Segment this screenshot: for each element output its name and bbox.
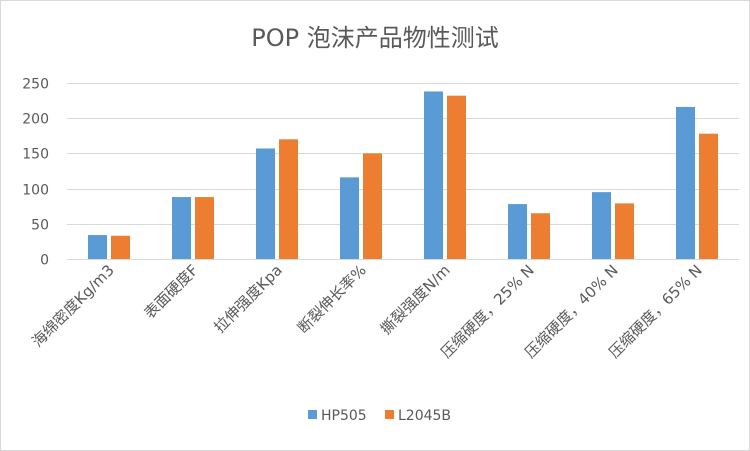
x-category-label: 断裂伸长率%	[294, 261, 370, 337]
legend-label: L2045B	[398, 408, 451, 424]
y-tick-label: 200	[22, 112, 49, 128]
bar-HP505-7	[676, 106, 695, 259]
bar-L2045B-2	[279, 139, 298, 259]
y-tick-label: 250	[22, 77, 49, 93]
bar-HP505-3	[340, 177, 359, 259]
bar-L2045B-0	[111, 235, 130, 259]
legend: HP505 L2045B	[308, 408, 451, 424]
bar-HP505-6	[592, 192, 611, 259]
bar-HP505-0	[88, 235, 107, 259]
y-axis-ticks: 0 50 100 150 200 250	[22, 77, 49, 269]
x-category-label: 海绵密度Kg/m3	[28, 261, 118, 351]
x-axis-labels: 海绵密度Kg/m3 表面硬度F 拉伸强度Kpa 断裂伸长率% 撕裂强度N/m压缩硬度，2…	[28, 261, 706, 362]
bars	[88, 91, 718, 259]
bar-L2045B-5	[531, 213, 550, 259]
legend-swatch	[385, 410, 394, 419]
bar-HP505-2	[256, 148, 275, 259]
x-category-label: 撕裂强度N/m	[377, 261, 454, 338]
x-category-label: 表面硬度F	[141, 261, 202, 322]
bar-L2045B-3	[363, 153, 382, 259]
bar-L2045B-6	[615, 203, 634, 259]
y-tick-label: 150	[22, 147, 49, 163]
bar-L2045B-7	[699, 133, 718, 259]
x-category-label: 压缩硬度，65% N	[605, 261, 706, 362]
y-tick-label: 50	[31, 218, 49, 234]
bar-HP505-5	[508, 204, 527, 259]
bar-L2045B-4	[447, 95, 466, 259]
bar-HP505-4	[424, 91, 443, 259]
chart-title: POP 泡沫产品物性测试	[251, 24, 498, 52]
legend-label: HP505	[321, 408, 367, 424]
grid-lines	[67, 83, 739, 260]
y-tick-label: 100	[22, 183, 49, 199]
x-category-label: 拉伸强度Kpa	[210, 261, 285, 336]
y-tick-label: 0	[40, 253, 49, 269]
bar-HP505-1	[172, 197, 191, 259]
bar-L2045B-1	[195, 197, 214, 259]
legend-swatch	[308, 410, 317, 419]
